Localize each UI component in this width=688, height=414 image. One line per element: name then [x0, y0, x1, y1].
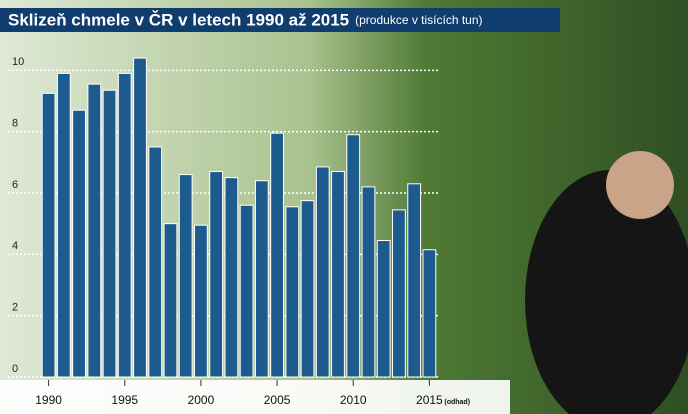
bar	[407, 183, 422, 378]
bar	[41, 92, 56, 378]
bar	[117, 72, 132, 378]
bar	[102, 89, 117, 378]
bar	[422, 249, 437, 378]
y-tick-label: 0	[12, 363, 18, 375]
x-tick-label: 1990	[35, 393, 62, 407]
y-tick-label: 4	[12, 240, 18, 252]
bar	[254, 180, 269, 378]
bar	[346, 134, 361, 378]
bar	[163, 223, 178, 378]
bar	[315, 166, 330, 378]
x-axis-band	[0, 380, 510, 414]
bar	[178, 174, 193, 378]
title-bar	[0, 8, 560, 32]
y-tick-label: 2	[12, 302, 18, 314]
person-head	[606, 151, 674, 219]
bar	[300, 200, 315, 378]
bar	[209, 171, 224, 378]
bar	[376, 240, 391, 378]
person-silhouette	[525, 170, 688, 414]
bar	[87, 83, 102, 378]
x-tick-label: 2015	[416, 393, 443, 407]
x-tick-label: 2005	[264, 393, 291, 407]
bar	[361, 186, 376, 378]
x-tick-label: 2010	[340, 393, 367, 407]
x-tick-label: 1995	[111, 393, 138, 407]
chart-title: Sklizeň chmele v ČR v letech 1990 až 201…	[8, 10, 349, 29]
bar	[133, 57, 147, 378]
bar	[270, 132, 284, 378]
y-tick-label: 8	[12, 118, 18, 130]
bar	[331, 171, 345, 378]
bar	[194, 224, 208, 378]
annotation: (odhad)	[444, 399, 470, 406]
bar	[392, 209, 406, 378]
bar	[72, 109, 86, 378]
bar	[224, 177, 239, 378]
y-tick-label: 10	[12, 56, 24, 68]
chart-subtitle: (produkce v tisících tun)	[355, 13, 482, 27]
bar	[285, 206, 300, 378]
y-tick-label: 6	[12, 179, 18, 191]
bar	[148, 146, 163, 378]
bar	[56, 72, 71, 378]
bar	[239, 204, 254, 378]
x-tick-label: 2000	[188, 393, 215, 407]
